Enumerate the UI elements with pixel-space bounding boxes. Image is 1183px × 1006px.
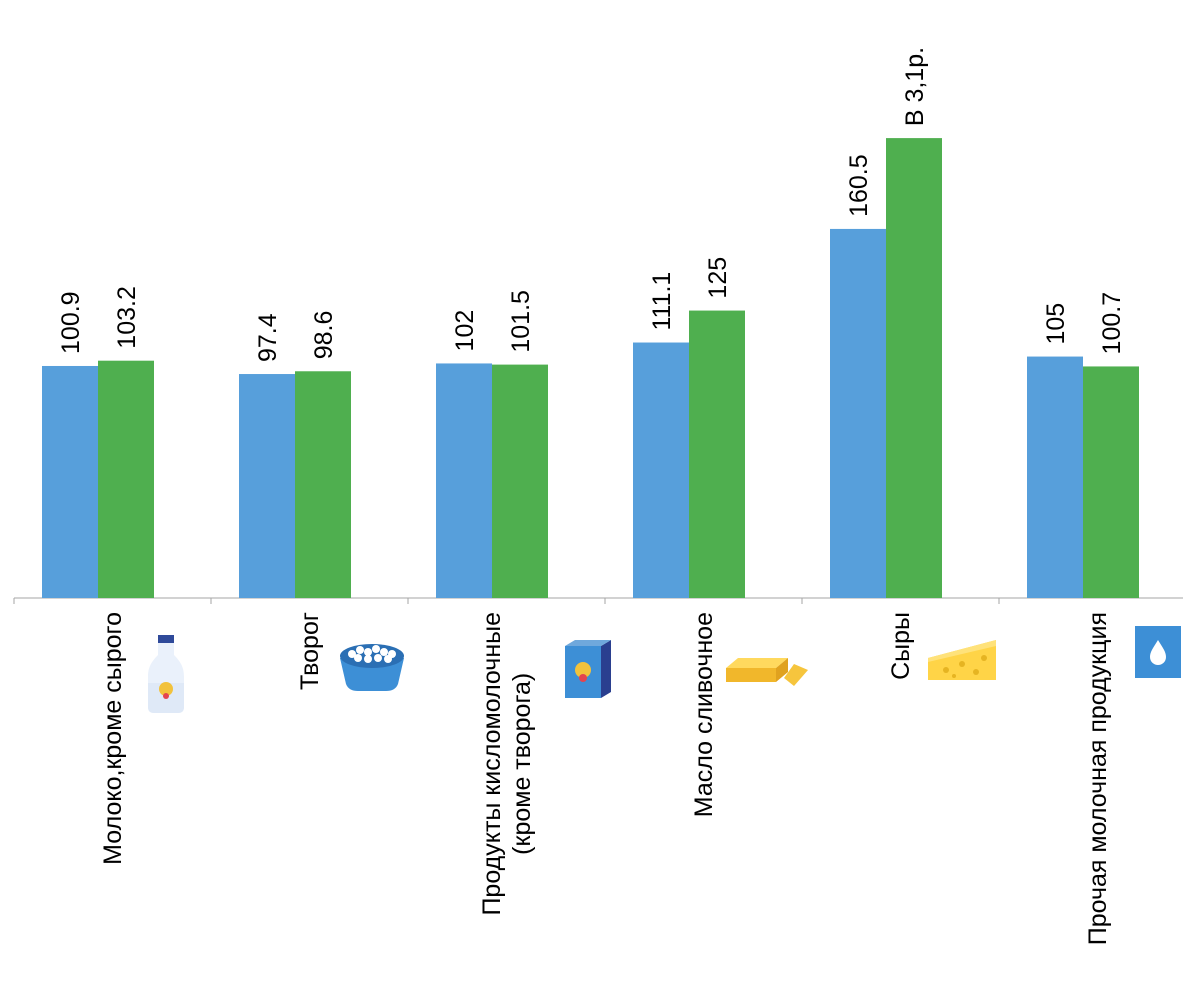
bar-series-2-1 [98, 360, 154, 598]
bar-series-1-3 [436, 363, 492, 598]
bar-series-2-5 [886, 138, 942, 598]
milk-carton-icon [1133, 624, 1183, 680]
category-label: Продукты кисломолочные (кроме творога) [478, 612, 536, 916]
bar-series-1-5 [830, 228, 886, 599]
bar-series-1-1 [42, 365, 98, 598]
data-label-series-2-6: 100.7 [1098, 292, 1126, 355]
category-label: Творог [296, 612, 324, 691]
bar-series-2-2 [295, 371, 351, 598]
bar-series-1-4 [633, 342, 689, 598]
category-label: Молоко,кроме сырого [99, 612, 127, 865]
data-label-series-2-5: В 3,1р. [901, 47, 929, 126]
data-label-series-1-1: 100.9 [57, 291, 85, 354]
data-label-series-1-5: 160.5 [845, 154, 873, 217]
data-label-series-2-4: 125 [704, 257, 732, 299]
bar-series-2-4 [689, 310, 745, 598]
data-label-series-2-1: 103.2 [113, 286, 141, 349]
cottage-cheese-bowl-icon [338, 640, 406, 692]
data-label-series-1-4: 111.1 [648, 272, 676, 331]
bar-series-1-6 [1027, 356, 1083, 598]
data-label-series-2-3: 101.5 [507, 290, 535, 353]
data-label-series-1-6: 105 [1042, 303, 1070, 345]
cheese-icon [926, 636, 998, 684]
bar-series-2-3 [492, 364, 548, 598]
kefir-box-icon [563, 640, 613, 700]
data-label-series-1-3: 102 [451, 310, 479, 352]
category-label: Сыры [887, 612, 915, 680]
data-label-series-1-2: 97.4 [254, 313, 282, 362]
bar-series-2-6 [1083, 366, 1139, 598]
milk-bottle-icon [146, 635, 186, 715]
data-label-series-2-2: 98.6 [310, 311, 338, 360]
butter-icon [724, 648, 810, 688]
bar-series-1-2 [239, 374, 295, 598]
category-label: Масло сливочное [690, 612, 718, 818]
category-label: Прочая молочная продукция [1084, 612, 1112, 946]
